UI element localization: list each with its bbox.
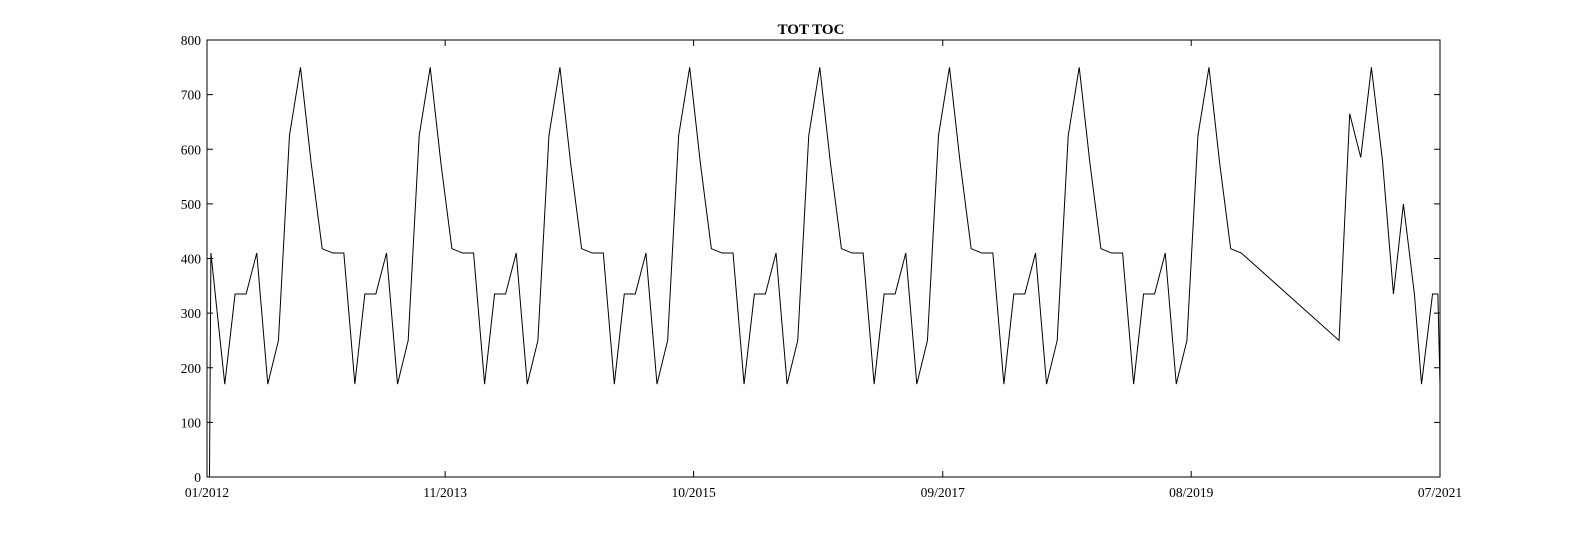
y-tick-label: 200 bbox=[181, 361, 202, 376]
y-tick-label: 600 bbox=[181, 142, 202, 157]
y-tick-label: 500 bbox=[181, 197, 202, 212]
y-tick-label: 700 bbox=[181, 88, 202, 103]
y-tick-label: 300 bbox=[181, 306, 202, 321]
x-tick-label: 10/2015 bbox=[671, 485, 716, 500]
y-tick-label: 0 bbox=[194, 470, 201, 485]
y-tick-label: 800 bbox=[181, 33, 202, 48]
x-tick-label: 07/2021 bbox=[1418, 485, 1462, 500]
y-tick-label: 400 bbox=[181, 252, 202, 267]
series-group bbox=[208, 67, 1441, 478]
series-line bbox=[208, 67, 1441, 478]
plot-area-frame bbox=[206, 39, 1441, 478]
x-tick-label: 01/2012 bbox=[185, 485, 229, 500]
x-axis: 01/2012 11/2013 10/2015 09/2017 08/2019 07/20… bbox=[185, 40, 1462, 500]
y-axis: 0 100 200 300 400 500 600 700 800 bbox=[181, 33, 1440, 485]
x-tick-label: 08/2019 bbox=[1169, 485, 1214, 500]
chart-title: TOT TOC bbox=[778, 22, 845, 38]
x-tick-label: 09/2017 bbox=[921, 485, 966, 500]
y-tick-label: 100 bbox=[181, 415, 202, 430]
x-tick-label: 11/2013 bbox=[423, 485, 467, 500]
